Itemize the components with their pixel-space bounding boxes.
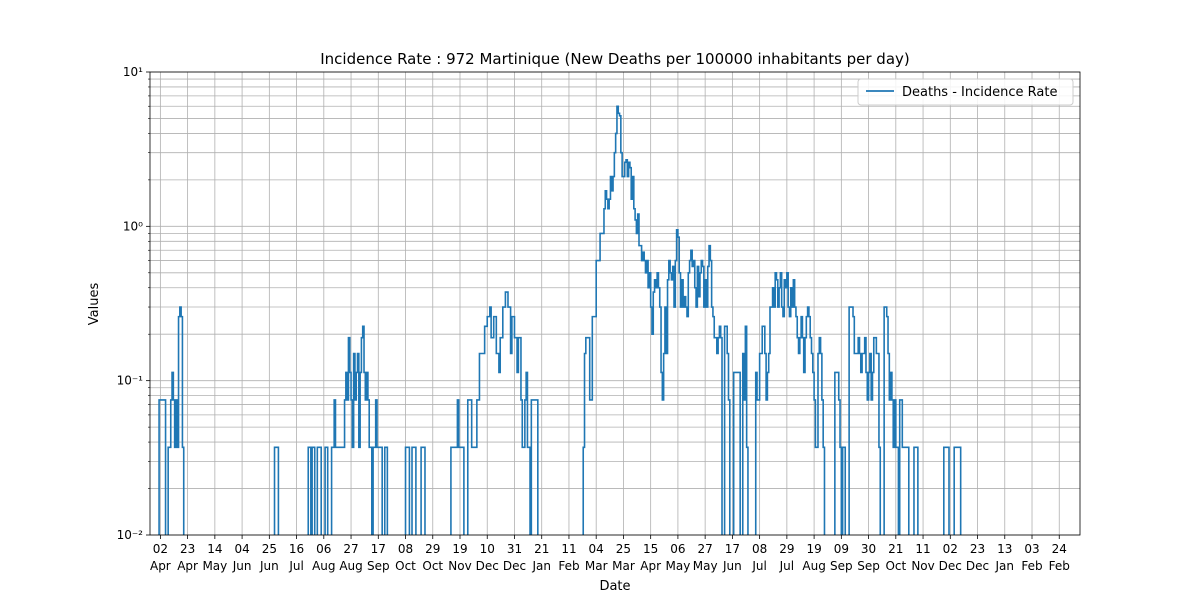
x-tick-day-label: 11 (915, 542, 930, 556)
x-tick-day-label: 02 (943, 542, 958, 556)
x-tick-day-label: 03 (1024, 542, 1039, 556)
x-tick-month-label: Dec (476, 559, 499, 573)
x-tick-day-label: 30 (861, 542, 876, 556)
x-tick-day-label: 21 (534, 542, 549, 556)
x-tick-day-label: 06 (670, 542, 685, 556)
x-tick-day-label: 27 (343, 542, 358, 556)
x-tick-day-label: 25 (616, 542, 631, 556)
x-tick-month-label: Oct (422, 559, 443, 573)
y-axis-ticks: 10⁻² 10⁻¹ 10⁰ 10¹ (117, 65, 150, 542)
series-line-deaths-incidence-rate (158, 105, 962, 535)
x-tick-month-label: May (693, 559, 718, 573)
x-tick-month-label: Oct (395, 559, 416, 573)
legend: Deaths - Incidence Rate (857, 78, 1074, 106)
y-tick-label: 10⁰ (123, 219, 143, 233)
y-tick-label: 10⁻¹ (117, 374, 144, 388)
x-tick-day-label: 24 (1052, 542, 1067, 556)
x-tick-month-label: Sep (857, 559, 880, 573)
x-tick-day-label: 25 (262, 542, 277, 556)
legend-box (857, 78, 1074, 106)
x-tick-month-label: Aug (802, 559, 825, 573)
x-tick-day-label: 13 (997, 542, 1012, 556)
x-tick-day-label: 21 (888, 542, 903, 556)
x-tick-month-label: Dec (966, 559, 989, 573)
x-tick-month-label: May (202, 559, 227, 573)
x-tick-day-label: 31 (507, 542, 522, 556)
x-tick-month-label: Jun (232, 559, 252, 573)
series-layer (158, 105, 962, 535)
x-tick-month-label: Jan (995, 559, 1015, 573)
x-tick-month-label: Jul (751, 559, 766, 573)
x-tick-day-label: 15 (643, 542, 658, 556)
x-tick-day-label: 23 (180, 542, 195, 556)
x-tick-day-label: 16 (289, 542, 304, 556)
x-tick-day-label: 27 (698, 542, 713, 556)
minor-gridlines (150, 78, 1080, 489)
x-tick-month-label: Nov (911, 559, 934, 573)
x-tick-month-label: Feb (1021, 559, 1042, 573)
x-tick-month-label: Jan (531, 559, 551, 573)
x-tick-month-label: Feb (558, 559, 579, 573)
x-tick-month-label: Sep (830, 559, 853, 573)
x-tick-month-label: Apr (640, 559, 661, 573)
x-tick-day-label: 17 (725, 542, 740, 556)
x-tick-month-label: Aug (339, 559, 362, 573)
x-tick-day-label: 06 (316, 542, 331, 556)
x-tick-month-label: Aug (312, 559, 335, 573)
x-tick-month-label: Mar (612, 559, 635, 573)
plot-frame (149, 71, 1081, 536)
x-tick-month-label: Jun (259, 559, 279, 573)
x-tick-month-label: Apr (177, 559, 198, 573)
x-tick-month-label: Oct (885, 559, 906, 573)
x-tick-day-label: 09 (834, 542, 849, 556)
x-tick-month-label: Dec (939, 559, 962, 573)
x-tick-month-label: Feb (1049, 559, 1070, 573)
x-tick-month-label: Jun (722, 559, 742, 573)
x-axis-label: Date (599, 579, 630, 594)
x-tick-day-label: 11 (561, 542, 576, 556)
x-tick-day-label: 23 (970, 542, 985, 556)
x-tick-month-label: Jul (288, 559, 303, 573)
y-tick-label: 10⁻² (117, 528, 144, 542)
x-tick-day-label: 17 (371, 542, 386, 556)
x-tick-month-label: May (666, 559, 691, 573)
x-tick-month-label: Sep (367, 559, 390, 573)
x-tick-day-label: 19 (452, 542, 467, 556)
x-tick-day-label: 19 (806, 542, 821, 556)
x-tick-month-label: Apr (150, 559, 171, 573)
x-tick-month-label: Dec (503, 559, 526, 573)
chart-title: Incidence Rate : 972 Martinique (New Dea… (320, 50, 910, 68)
y-tick-label: 10¹ (123, 65, 143, 79)
x-tick-month-label: Nov (448, 559, 471, 573)
x-tick-day-label: 04 (589, 542, 604, 556)
x-tick-day-label: 29 (779, 542, 794, 556)
x-tick-month-label: Jul (779, 559, 794, 573)
x-tick-day-label: 08 (752, 542, 767, 556)
legend-entry: Deaths - Incidence Rate (902, 85, 1057, 100)
x-tick-day-label: 02 (153, 542, 168, 556)
x-tick-month-label: Mar (585, 559, 608, 573)
x-tick-day-label: 10 (480, 542, 495, 556)
y-axis-label: Values (87, 283, 102, 326)
x-axis-ticks: 02 Apr 23 Apr 14 May 04 Jun 25 Jun 16 Jul 06 Aug 27 Aug… (150, 535, 1070, 573)
x-tick-day-label: 04 (234, 542, 249, 556)
x-tick-day-label: 14 (207, 542, 222, 556)
x-tick-day-label: 29 (425, 542, 440, 556)
x-tick-day-label: 08 (398, 542, 413, 556)
